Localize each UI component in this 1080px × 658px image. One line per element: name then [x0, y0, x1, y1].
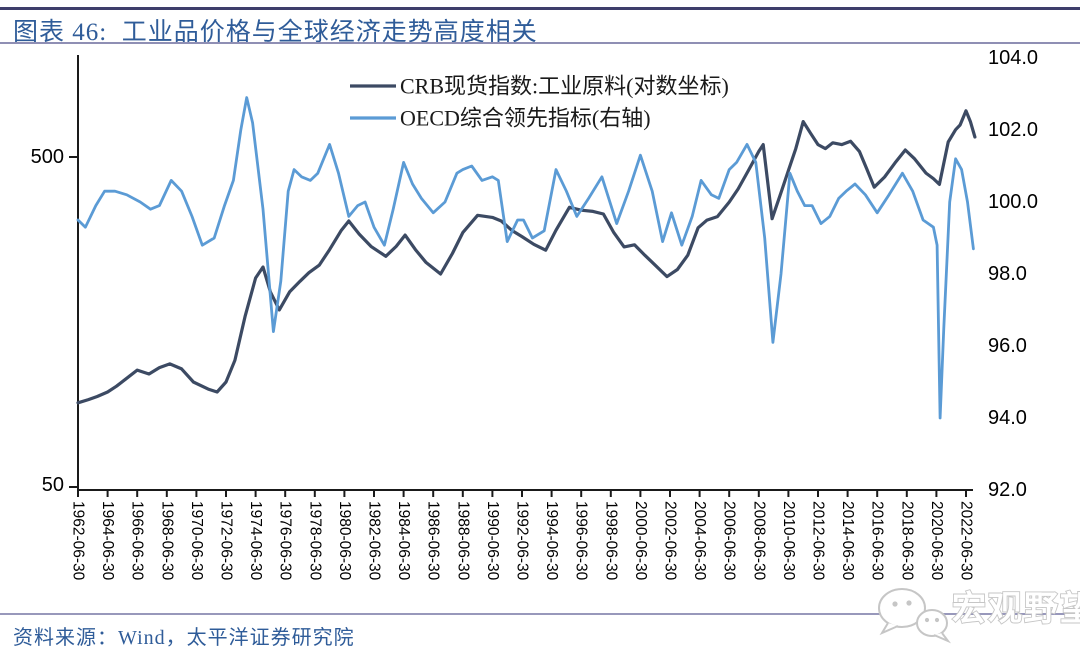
x-axis-label: 1974-06-30 — [247, 501, 264, 581]
x-axis-label: 1968-06-30 — [158, 501, 175, 581]
right-axis-label: 104.0 — [988, 47, 1038, 69]
x-axis: 1962-06-30 1964-06-30 1966-06-30 1968-06-30… — [70, 490, 975, 581]
x-axis-label: 1984-06-30 — [395, 501, 412, 581]
watermark: 宏观野望 — [872, 575, 1080, 658]
x-axis-label: 1982-06-30 — [366, 501, 383, 581]
source-text: 资料来源：Wind，太平洋证券研究院 — [13, 627, 355, 649]
legend: CRB现货指数:工业原料(对数坐标) OECD综合领先指标(右轴) — [350, 74, 729, 131]
right-axis-label: 92.0 — [988, 479, 1027, 501]
x-axis-label: 2014-06-30 — [839, 501, 856, 581]
x-axis-label: 1972-06-30 — [218, 501, 235, 581]
x-axis-label: 1970-06-30 — [188, 501, 205, 581]
x-axis-label: 1992-06-30 — [514, 501, 531, 581]
x-axis-label: 1962-06-30 — [70, 501, 87, 581]
x-axis-label: 1978-06-30 — [306, 501, 323, 581]
legend-label: OECD综合领先指标(右轴) — [400, 106, 651, 131]
x-axis-label: 2002-06-30 — [662, 501, 679, 581]
right-axis-label: 102.0 — [988, 119, 1038, 141]
x-axis-label: 1990-06-30 — [484, 501, 501, 581]
left-axis-label: 500 — [31, 146, 64, 168]
top-divider — [0, 7, 1080, 10]
x-axis-label: 2012-06-30 — [810, 501, 827, 581]
x-axis-label: 1994-06-30 — [543, 501, 560, 581]
x-axis-label: 2016-06-30 — [869, 501, 886, 581]
x-axis-label: 2004-06-30 — [691, 501, 708, 581]
x-axis-label: 2000-06-30 — [632, 501, 649, 581]
x-axis-label: 2006-06-30 — [721, 501, 738, 581]
right-axis-label: 94.0 — [988, 407, 1027, 429]
x-axis-label: 1966-06-30 — [129, 501, 146, 581]
left-axis-label: 50 — [42, 474, 64, 496]
watermark-text: 宏观野望 — [952, 589, 1080, 628]
right-axis-label: 100.0 — [988, 191, 1038, 213]
wechat-icon — [878, 588, 952, 644]
x-axis-label: 1986-06-30 — [425, 501, 442, 581]
title-divider — [0, 42, 1080, 44]
x-axis-label: 2018-06-30 — [898, 501, 915, 581]
chart-title: 图表 46: 工业品价格与全球经济走势高度相关 — [13, 19, 538, 46]
x-axis-label: 1976-06-30 — [277, 501, 294, 581]
right-axis-label: 96.0 — [988, 335, 1027, 357]
legend-label: CRB现货指数:工业原料(对数坐标) — [400, 74, 729, 99]
x-axis-label: 1980-06-30 — [336, 501, 353, 581]
oecd-series-line — [76, 96, 975, 420]
crb-series-line — [76, 109, 977, 405]
right-axis-label: 98.0 — [988, 263, 1027, 285]
x-axis-label: 2010-06-30 — [780, 501, 797, 581]
x-axis-label: 2008-06-30 — [750, 501, 767, 581]
x-axis-label: 2022-06-30 — [958, 501, 975, 581]
watermark-graphic: 宏观野望 — [878, 588, 1080, 644]
x-axis-label: 2020-06-30 — [928, 501, 945, 581]
bottom-divider — [0, 613, 1080, 615]
x-axis-label: 1964-06-30 — [99, 501, 116, 581]
x-axis-label: 1996-06-30 — [573, 501, 590, 581]
x-axis-label: 1988-06-30 — [454, 501, 471, 581]
x-axis-label: 1998-06-30 — [602, 501, 619, 581]
